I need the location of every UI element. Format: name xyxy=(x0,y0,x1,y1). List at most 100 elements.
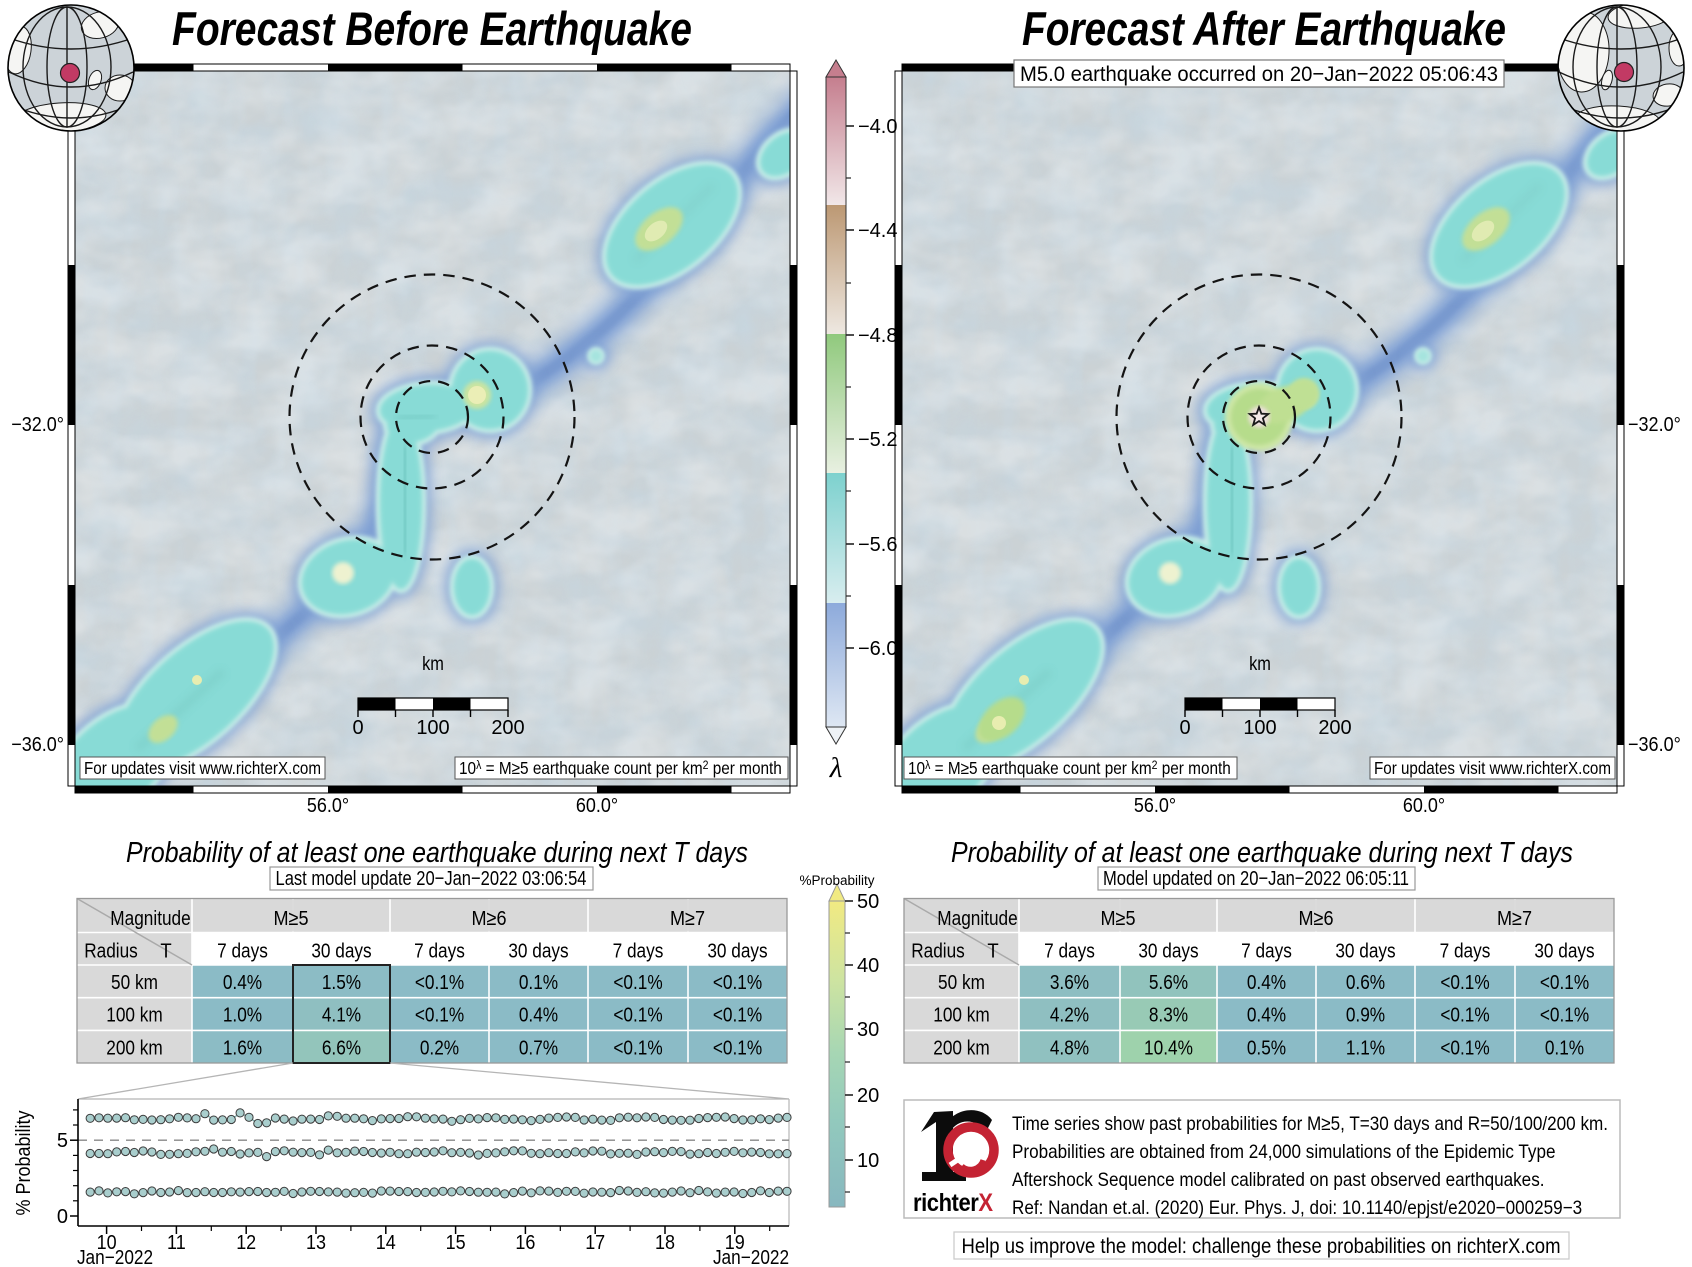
svg-text:200: 200 xyxy=(1318,717,1351,739)
svg-text:10λ = M≥5 earthquake count per: 10λ = M≥5 earthquake count per km2 per m… xyxy=(459,759,782,778)
svg-text:km: km xyxy=(1249,654,1271,675)
svg-text:100 km: 100 km xyxy=(933,1004,990,1027)
svg-text:<0.1%: <0.1% xyxy=(713,1004,762,1027)
svg-text:10λ = M≥5 earthquake count per: 10λ = M≥5 earthquake count per km2 per m… xyxy=(908,759,1231,778)
svg-text:7 days: 7 days xyxy=(613,940,664,963)
svg-text:0.4%: 0.4% xyxy=(1247,971,1286,994)
svg-text:17: 17 xyxy=(585,1232,605,1254)
svg-text:−32.0°: −32.0° xyxy=(11,414,64,436)
svg-text:λ: λ xyxy=(829,752,843,784)
svg-text:Time series show past probabil: Time series show past probabilities for … xyxy=(1012,1113,1608,1135)
svg-text:1.6%: 1.6% xyxy=(223,1036,262,1059)
svg-text:0.6%: 0.6% xyxy=(1346,971,1385,994)
svg-text:<0.1%: <0.1% xyxy=(1540,971,1589,994)
svg-text:−4.0: −4.0 xyxy=(858,116,897,138)
svg-text:% Probability: % Probability xyxy=(13,1111,35,1216)
svg-text:18: 18 xyxy=(655,1232,675,1254)
svg-text:4.1%: 4.1% xyxy=(322,1004,361,1027)
svg-text:Radius: Radius xyxy=(911,940,965,963)
svg-text:−32.0°: −32.0° xyxy=(1628,414,1681,436)
svg-text:200: 200 xyxy=(491,717,524,739)
svg-text:<0.1%: <0.1% xyxy=(415,971,464,994)
svg-text:−6.0: −6.0 xyxy=(858,638,897,660)
svg-text:6.6%: 6.6% xyxy=(322,1036,361,1059)
svg-text:<0.1%: <0.1% xyxy=(713,971,762,994)
svg-text:−4.4: −4.4 xyxy=(858,220,897,242)
svg-text:Forecast After Earthquake: Forecast After Earthquake xyxy=(1022,2,1506,55)
svg-text:For updates visit www.richterX: For updates visit www.richterX.com xyxy=(84,758,321,778)
svg-text:<0.1%: <0.1% xyxy=(713,1036,762,1059)
svg-text:Probability of at least one ea: Probability of at least one earthquake d… xyxy=(951,837,1573,869)
svg-text:0: 0 xyxy=(352,717,363,739)
svg-text:15: 15 xyxy=(446,1232,466,1254)
svg-text:56.0°: 56.0° xyxy=(1134,795,1176,817)
svg-text:8.3%: 8.3% xyxy=(1149,1004,1188,1027)
svg-text:Probability of at least one ea: Probability of at least one earthquake d… xyxy=(126,837,748,869)
svg-text:Help us improve the model: cha: Help us improve the model: challenge the… xyxy=(962,1235,1561,1258)
svg-text:100: 100 xyxy=(416,717,449,739)
svg-text:0.2%: 0.2% xyxy=(420,1036,459,1059)
svg-text:20: 20 xyxy=(857,1085,879,1107)
svg-text:56.0°: 56.0° xyxy=(307,795,349,817)
svg-text:10: 10 xyxy=(857,1150,879,1172)
svg-text:30 days: 30 days xyxy=(311,940,371,963)
svg-text:<0.1%: <0.1% xyxy=(1440,1036,1489,1059)
svg-text:30: 30 xyxy=(857,1019,879,1041)
svg-text:M≥6: M≥6 xyxy=(472,907,507,930)
svg-text:13: 13 xyxy=(306,1232,326,1254)
svg-text:0.4%: 0.4% xyxy=(1247,1004,1286,1027)
svg-text:Model updated on 20−Jan−2022 0: Model updated on 20−Jan−2022 06:05:11 xyxy=(1103,867,1409,890)
svg-text:60.0°: 60.0° xyxy=(576,795,618,817)
svg-text:km: km xyxy=(422,654,444,675)
svg-text:100: 100 xyxy=(1243,717,1276,739)
svg-text:−5.6: −5.6 xyxy=(858,534,897,556)
svg-text:12: 12 xyxy=(236,1232,256,1254)
svg-text:<0.1%: <0.1% xyxy=(1440,971,1489,994)
svg-text:5.6%: 5.6% xyxy=(1149,971,1188,994)
svg-text:<0.1%: <0.1% xyxy=(613,1036,662,1059)
svg-text:<0.1%: <0.1% xyxy=(1440,1004,1489,1027)
svg-text:T: T xyxy=(160,940,172,963)
svg-text:−4.8: −4.8 xyxy=(858,325,897,347)
svg-text:50 km: 50 km xyxy=(938,971,985,994)
svg-text:0.1%: 0.1% xyxy=(519,971,558,994)
svg-text:−36.0°: −36.0° xyxy=(1628,734,1681,756)
svg-text:11: 11 xyxy=(167,1232,186,1254)
svg-text:Last model update 20−Jan−2022: Last model update 20−Jan−2022 03:06:54 xyxy=(276,867,587,890)
svg-text:M≥7: M≥7 xyxy=(1497,907,1532,930)
svg-text:7 days: 7 days xyxy=(414,940,465,963)
svg-text:7 days: 7 days xyxy=(1440,940,1491,963)
svg-text:Probabilities are obtained fro: Probabilities are obtained from 24,000 s… xyxy=(1012,1141,1556,1163)
svg-text:0.9%: 0.9% xyxy=(1346,1004,1385,1027)
svg-text:30 days: 30 days xyxy=(1138,940,1198,963)
svg-text:0.1%: 0.1% xyxy=(1545,1036,1584,1059)
svg-text:30 days: 30 days xyxy=(1335,940,1395,963)
svg-text:Radius: Radius xyxy=(84,940,138,963)
svg-text:100 km: 100 km xyxy=(106,1004,163,1027)
svg-text:Magnitude: Magnitude xyxy=(937,907,1017,930)
svg-text:M≥5: M≥5 xyxy=(274,907,309,930)
svg-text:T: T xyxy=(987,940,999,963)
svg-text:%Probability: %Probability xyxy=(799,873,874,888)
svg-text:200 km: 200 km xyxy=(106,1036,163,1059)
svg-text:richterX: richterX xyxy=(913,1189,993,1217)
svg-text:40: 40 xyxy=(857,955,879,977)
svg-text:1.1%: 1.1% xyxy=(1346,1036,1385,1059)
svg-text:Jan−2022: Jan−2022 xyxy=(713,1247,789,1267)
svg-text:7 days: 7 days xyxy=(1044,940,1095,963)
svg-text:5: 5 xyxy=(57,1130,68,1152)
svg-text:0.4%: 0.4% xyxy=(519,1004,558,1027)
svg-text:M≥7: M≥7 xyxy=(670,907,705,930)
svg-text:Jan−2022: Jan−2022 xyxy=(77,1247,153,1267)
svg-text:4.8%: 4.8% xyxy=(1050,1036,1089,1059)
svg-text:<0.1%: <0.1% xyxy=(613,1004,662,1027)
svg-text:10.4%: 10.4% xyxy=(1144,1036,1193,1059)
svg-text:M≥5: M≥5 xyxy=(1101,907,1136,930)
svg-text:60.0°: 60.0° xyxy=(1403,795,1445,817)
svg-text:30 days: 30 days xyxy=(508,940,568,963)
svg-text:50: 50 xyxy=(857,891,879,913)
svg-text:14: 14 xyxy=(376,1232,396,1254)
svg-text:0: 0 xyxy=(57,1206,68,1228)
svg-text:M5.0 earthquake occurred on 20: M5.0 earthquake occurred on 20−Jan−2022 … xyxy=(1020,62,1498,86)
svg-text:50 km: 50 km xyxy=(111,971,158,994)
